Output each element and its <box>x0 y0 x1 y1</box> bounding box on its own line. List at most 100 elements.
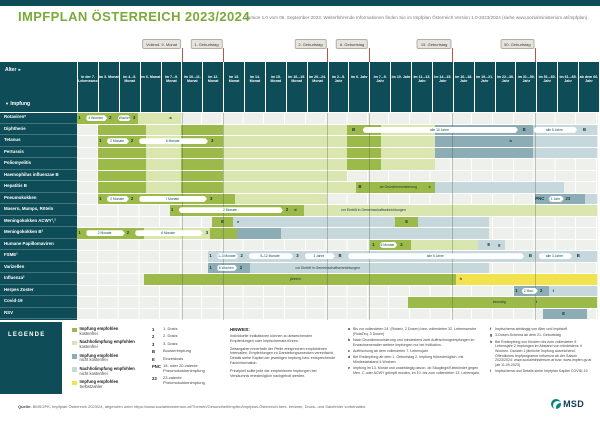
vaccine-axis-label: ▼ Impfung <box>5 101 30 107</box>
dose-marker: 23 <box>565 195 571 201</box>
timeline-bar <box>97 170 146 181</box>
timeline-bar <box>418 216 489 227</box>
arrow-down-icon: ▼ <box>5 101 9 106</box>
timeline-bar <box>532 147 597 158</box>
milestone-grid-line <box>181 113 183 320</box>
dose-marker: 3 <box>210 138 214 143</box>
source-text: BMSGPK, Impfplan Österreich 2023/24, abg… <box>31 404 367 409</box>
milestone-grid-line <box>368 113 370 320</box>
row-timeline: 1 2 Monate 2 7 Monate 3 PNC 1 Jahr 23 <box>77 193 598 204</box>
row-label: FSME¹ <box>0 251 77 262</box>
column-header: im 16.–19. Monat <box>286 62 307 112</box>
bar-annotation: jährlich <box>289 277 301 282</box>
timeline-bar <box>455 274 597 285</box>
page-title: IMPFPLAN ÖSTERREICH 2023/2024 <box>18 9 250 24</box>
footnote-letter: h <box>490 339 493 344</box>
dose-marker: 2 <box>285 207 289 212</box>
timeline-bar <box>145 170 181 181</box>
timeline-bar <box>303 205 597 216</box>
age-label-text: Alter <box>5 67 17 73</box>
legend-color-swatch <box>72 340 77 346</box>
row-timeline: 1 6 Wochen 2 vor Eintritt in Gemeinschaftse… <box>77 262 598 273</box>
symbol-value: 2. Dosis <box>163 333 178 339</box>
column-header: im 51.–60. Jahr <box>537 62 558 112</box>
dose-marker: 3 <box>132 115 136 120</box>
symbol-key: 23 <box>152 375 157 381</box>
dose-marker: 2 <box>540 287 543 293</box>
dose-marker: 2 <box>400 241 403 247</box>
legend-panel: LEGENDE <box>0 322 62 394</box>
hinweis-paragraph: Zeitangaben innerhalb der Pfeile entspre… <box>230 346 336 366</box>
table-row: RSV E <box>0 308 600 319</box>
dose-marker: 3 <box>209 195 213 201</box>
timeline-bar <box>532 136 597 147</box>
footnote-letter: b <box>348 337 351 342</box>
timeline-bar <box>222 136 348 147</box>
timeline-bar <box>584 193 597 204</box>
source-note: Quelle: BMSGPK, Impfplan Österreich 2023… <box>18 404 448 409</box>
table-row: Tetanus 1 2 Monate 2 6 Monate 3 b <box>0 136 600 147</box>
legend-items: Impfung empfohlen kostenfrei Nachholimpfun… <box>72 326 144 393</box>
timeline-bar <box>434 136 533 147</box>
msd-circle-icon <box>550 399 561 409</box>
footnote-item: d Bei Erstimpfung ab dem 1. Geburtstag 2.… <box>348 355 482 364</box>
footnote-item: h Bei Erstimpfung von Kindern bis zum vol… <box>490 340 592 368</box>
timeline-bar <box>542 308 587 319</box>
symbol-key: 2 <box>152 334 155 340</box>
interval-arrow: 6 Monate <box>139 138 208 144</box>
interval-arrow: 2 Monate <box>179 207 283 213</box>
dose-marker: 2 <box>130 138 134 143</box>
timeline-bar <box>143 274 456 285</box>
row-timeline: einmalig i <box>77 297 598 308</box>
table-row: Herpes Zoster 1 2 Mon. 2 f <box>0 285 600 296</box>
footnote-marker: c <box>428 185 431 189</box>
dose-marker: 3 <box>296 253 299 258</box>
footnote-letter: d <box>348 355 351 360</box>
msd-logo-text: MSD <box>563 399 584 409</box>
dose-marker: B <box>528 253 532 258</box>
legend-item-line1: Nachholimpfung empfohlen <box>79 365 135 371</box>
row-label: Hepatitis B <box>0 182 77 193</box>
timeline-bar <box>235 193 327 204</box>
timeline-bar <box>181 159 223 170</box>
milestone-tick <box>327 48 329 62</box>
table-row: Poliomyelitis <box>0 159 600 170</box>
symbol-item: 23 23-valente Pneumokokkenimpfung <box>152 374 224 386</box>
dose-marker: B <box>358 184 362 189</box>
symbol-value: 23-valente Pneumokokkenimpfung <box>163 374 205 385</box>
dose-marker: 1 <box>209 253 212 258</box>
footnote-marker: f <box>552 288 554 293</box>
row-label: Influenza² <box>0 274 77 285</box>
symbol-item: E Einzeldosis <box>152 356 224 362</box>
source-prefix: Quelle: <box>18 404 32 409</box>
dose-marker: B <box>522 126 526 132</box>
timeline-bar <box>380 159 435 170</box>
row-label: Tetanus <box>0 136 77 147</box>
dose-marker: E <box>405 218 409 224</box>
footnote-item: i Impfschema und Details siehe Impfplan K… <box>490 369 592 374</box>
footnote-text: Bei Erstimpfung von Kindern bis zum voll… <box>495 339 592 367</box>
table-row: Covid-19 einmalig i <box>0 297 600 308</box>
dose-marker: E <box>221 218 225 224</box>
interval-arrow: 1 Jahr <box>549 196 564 202</box>
symbol-value: Boosterimpfung <box>163 348 192 354</box>
column-header: im 6. Jahr <box>349 62 370 112</box>
timeline-bar <box>478 239 506 250</box>
vaccine-rows: Rotaviren*14 Wochen24 Wochen3aDiphtherie… <box>0 113 600 320</box>
legend-symbols: 1 1. Dosis 2 2. Dosis 3 3. Dosis B Boosterimpfu… <box>152 326 224 388</box>
timeline-bar <box>347 159 381 170</box>
symbol-value: 15- oder 20-valente Pneumokokkenimpfung <box>163 362 205 373</box>
row-label: Pertussis <box>0 148 77 158</box>
timeline-bar <box>145 124 181 135</box>
interval-arrow: 2 Monate <box>107 138 129 144</box>
row-label: Rotaviren* <box>0 113 77 124</box>
legend-item-text: Impfung empfohlen nicht kostenfrei <box>80 353 119 364</box>
footnote-letter: e <box>348 366 350 371</box>
timeline-bar <box>434 182 564 193</box>
timeline-bar <box>145 159 181 170</box>
timeline-bar <box>347 136 381 147</box>
symbol-item: PNC 15- oder 20-valente Pneumokokkenimpfu… <box>152 362 224 374</box>
row-timeline <box>77 159 598 170</box>
dose-marker: E <box>487 241 491 247</box>
